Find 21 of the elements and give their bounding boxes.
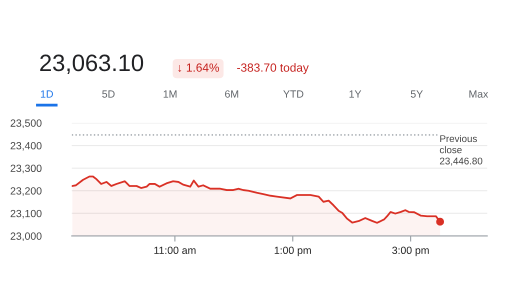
text: 5D: [102, 90, 115, 98]
x-tick-label: 1:00 pm: [274, 246, 311, 256]
text: YTD: [283, 90, 304, 98]
y-tick-label: 23,400: [10, 142, 42, 151]
chart-title: 23,063.10: [40, 54, 144, 74]
text: Max: [469, 90, 488, 98]
text: 5Y: [410, 90, 423, 98]
text: -383.70 today: [237, 63, 309, 74]
y-tick-label: 23,200: [10, 187, 42, 196]
y-tick-label: 23,300: [10, 164, 42, 174]
x-tick-label: 3:00 pm: [392, 246, 429, 256]
text: 6M: [225, 90, 238, 98]
y-tick-label: 23,000: [10, 232, 42, 242]
text: ↓ 1.64%: [178, 63, 220, 72]
ref-line-label: Previous close 23,446.80: [440, 134, 482, 166]
x-tick-label: 11:00 am: [154, 246, 196, 254]
y-tick-label: 23,500: [10, 119, 42, 128]
text: 1M: [164, 90, 176, 98]
text: 1Y: [350, 90, 362, 98]
text: 1D: [40, 90, 53, 98]
y-tick-label: 23,100: [10, 210, 42, 218]
